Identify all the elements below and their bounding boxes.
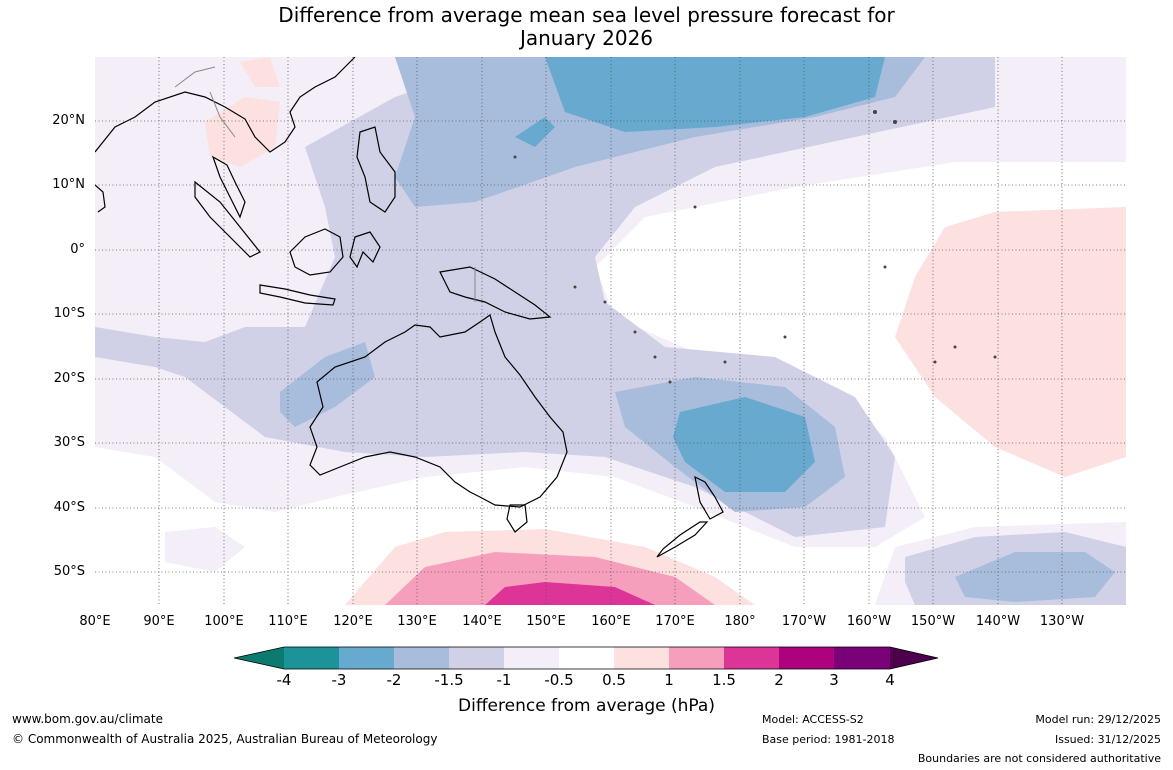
lon-label-90e: 90°E [143, 614, 175, 629]
lon-label-150e: 150°E [526, 614, 566, 629]
sumatra-coast [194, 180, 261, 258]
colorbar-segment-1 [284, 647, 339, 669]
footer-website[interactable]: www.bom.gov.au/climate [12, 712, 163, 726]
colorbar-segment-6 [559, 647, 614, 669]
colorbar-title: Difference from average (hPa) [458, 696, 715, 716]
colorbar-label-9: 2 [774, 671, 784, 689]
colorbar-segment-10 [779, 647, 834, 669]
footer-disclaimer: Boundaries are not considered authoritat… [917, 752, 1161, 765]
country-borders [174, 66, 476, 302]
lat-label-50s: 50°S [53, 564, 85, 579]
footer-base-period: Base period: 1981-2018 [762, 733, 895, 746]
lon-label-160e: 160°E [591, 614, 631, 629]
anomaly-region-lavender-sw [165, 527, 245, 572]
anomaly-region-medium-blue-west [280, 342, 375, 427]
new-guinea-coast [439, 266, 552, 320]
colorbar-segment-7 [614, 647, 669, 669]
colorbar-label-3: -1.5 [434, 671, 464, 689]
lon-label-170e: 170°E [655, 614, 695, 629]
anomaly-region-medium-blue-south [955, 552, 1115, 602]
footer-model-run: Model run: 29/12/2025 [1035, 713, 1161, 726]
colorbar-segment-2 [339, 647, 394, 669]
malay-peninsula-coast [211, 155, 246, 219]
philippines-coast [356, 126, 396, 213]
graticule [95, 57, 1126, 605]
anomaly-region-dark-blue-spot [515, 117, 555, 147]
asia-mainland-coast [95, 57, 356, 153]
colorbar-label-4: -1 [496, 671, 512, 689]
pressure-anomaly-map [95, 57, 1126, 605]
anomaly-region-dark-blue-nz [673, 397, 815, 492]
new-zealand-north-coast [694, 475, 724, 520]
footer-issued: Issued: 31/12/2025 [1054, 733, 1161, 746]
map-title: Difference from average mean sea level p… [0, 4, 1173, 50]
colorbar-label-1: -3 [331, 671, 347, 689]
colorbar-segment-4 [449, 647, 504, 669]
pacific-islands [513, 110, 997, 384]
colorbar-segment-5 [504, 647, 559, 669]
lon-label-110e: 110°E [268, 614, 308, 629]
lat-label-40s: 40°S [53, 500, 85, 515]
sulawesi-coast [349, 231, 381, 269]
lon-label-170w: 170°W [781, 614, 827, 629]
colorbar-segment-12 [890, 647, 938, 669]
lon-label-180: 180° [724, 614, 756, 629]
anomaly-region-magenta [485, 582, 655, 605]
map-canvas [95, 57, 1126, 605]
lon-label-80e: 80°E [79, 614, 111, 629]
colorbar-segment-3 [394, 647, 449, 669]
borneo-coast [289, 228, 344, 276]
lat-label-30s: 30°S [53, 435, 85, 450]
footer-model: Model: ACCESS-S2 [762, 713, 864, 726]
sri-lanka-coast [95, 184, 106, 213]
map-title-line1: Difference from average mean sea level p… [278, 3, 895, 27]
colorbar-segment-9 [724, 647, 779, 669]
new-zealand-south-coast [656, 521, 709, 558]
lon-label-140w: 140°W [975, 614, 1021, 629]
lat-label-20n: 20°N [52, 113, 85, 128]
lon-label-160w: 160°W [846, 614, 892, 629]
colorbar-segment-8 [669, 647, 724, 669]
lat-label-10n: 10°N [52, 177, 85, 192]
anomaly-region-pink-small [240, 57, 280, 87]
footer-copyright: © Commonwealth of Australia 2025, Austra… [12, 732, 438, 746]
anomaly-region-rose [385, 552, 715, 605]
colorbar-label-10: 3 [829, 671, 839, 689]
australia-coast [309, 314, 568, 508]
lat-label-20s: 20°S [53, 371, 85, 386]
coastlines [95, 57, 724, 558]
tasmania-coast [506, 504, 528, 533]
lon-label-150w: 150°W [910, 614, 956, 629]
colorbar [233, 646, 940, 674]
colorbar-label-5: -0.5 [544, 671, 574, 689]
colorbar-label-2: -2 [386, 671, 402, 689]
anomaly-region-pink-indochina [205, 97, 280, 167]
colorbar-label-6: 0.5 [602, 671, 626, 689]
java-coast [259, 284, 336, 306]
colorbar-segment-0 [234, 647, 284, 669]
lon-label-130e: 130°E [397, 614, 437, 629]
anomaly-region-dark-blue-north [545, 57, 885, 132]
colorbar-svg [233, 646, 939, 670]
anomaly-region-pink-east [895, 207, 1126, 477]
colorbar-label-11: 4 [885, 671, 895, 689]
lon-label-100e: 100°E [204, 614, 244, 629]
lon-label-120e: 120°E [333, 614, 373, 629]
lat-label-0: 0° [70, 242, 85, 257]
colorbar-label-8: 1.5 [712, 671, 736, 689]
lat-label-10s: 10°S [53, 306, 85, 321]
colorbar-outline [233, 646, 939, 670]
colorbar-segment-11 [834, 647, 890, 669]
lon-label-140e: 140°E [462, 614, 502, 629]
lon-label-130w: 130°W [1039, 614, 1085, 629]
colorbar-label-0: -4 [276, 671, 292, 689]
colorbar-label-7: 1 [664, 671, 674, 689]
map-title-line2: January 2026 [519, 26, 654, 50]
